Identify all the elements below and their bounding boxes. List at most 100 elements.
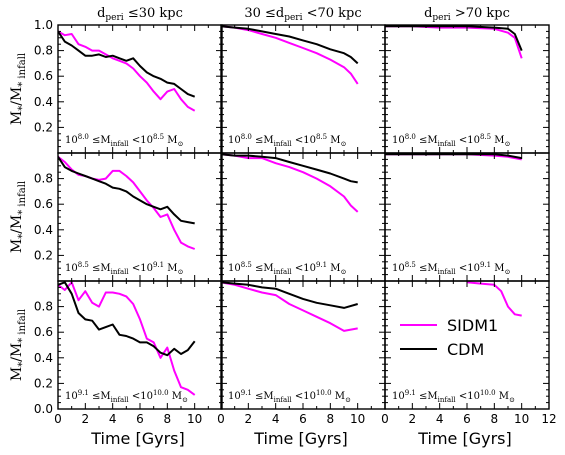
y-axis-label-row-2: M*/M* infall [9,309,28,381]
y-tick-label: 0.2 [34,248,53,262]
x-tick-label: 8 [491,412,499,426]
annotation-mid: ≤M [252,135,274,146]
legend-label-sidm1: SIDM1 [447,316,498,335]
panel-frame-r1-c2: 108.5 ≤Minfall <109.1 M⊙ [384,152,550,282]
annotation-mid-sub: infall [438,140,457,148]
x-tick-label: 4 [109,412,117,426]
column-title-2: dperi >70 kpc [424,6,510,23]
series-line-cdm-r2-c0 [58,281,196,357]
annotation-unit: M [491,135,504,146]
column-title-1: 30 ≤dperi <70 kpc [244,6,361,23]
column-title-0: dperi ≤30 kpc [97,6,183,23]
panel-frame-r0-c0: 108.0 ≤Minfall <108.5 M⊙ [57,24,223,154]
annotation-mid: ≤M [416,263,438,274]
annotation-lt: <10 [456,391,480,402]
annotation-exp-hi: 9.1 [153,261,164,269]
x-tick-label: 2 [409,412,417,426]
ylabel-sub1: * [17,362,28,367]
annotation-lt: <10 [456,263,480,274]
annotation-exp-lo: 8.0 [78,133,89,141]
series-line-sidm1-r2-c1 [221,281,358,332]
panel-r0-c0 [58,30,196,112]
panel-frame-r2-c0: 109.1 ≤Minfall <1010.0 M⊙ [57,280,223,410]
annotation-exp-hi: 10.0 [316,389,332,397]
annotation-base: 10 [65,263,78,274]
annotation-unit: M [327,135,340,146]
annotation-lt: <10 [129,391,153,402]
annotation-exp-lo: 8.5 [241,261,252,269]
column-title-sub: peri [284,13,302,23]
x-tick-label: 10 [350,412,365,426]
series-line-cdm-r0-c0 [58,30,196,98]
panel-frame-r2-c2: 109.1 ≤Minfall <1010.0 M⊙ [384,280,550,410]
annotation-exp-hi: 10.0 [153,389,169,397]
annotation-unit-sub: ⊙ [182,396,188,404]
annotation-lt: <10 [292,391,316,402]
annotation-exp-hi: 10.0 [480,389,496,397]
annotation-lt: <10 [292,263,316,274]
series-line-sidm1-r0-c1 [221,25,359,85]
annotation-unit-sub: ⊙ [345,396,351,404]
x-tick-label: 0 [381,412,389,426]
series-line-sidm1-r2-c0 [58,281,196,396]
annotation-exp-hi: 9.1 [480,261,491,269]
annotation-unit: M [491,263,504,274]
annotation-unit: M [164,135,177,146]
column-title-post: <70 kpc [302,6,361,21]
annotation-mid-sub: infall [438,396,457,404]
annotation-unit-sub: ⊙ [178,140,184,148]
annotation-mid-sub: infall [111,396,130,404]
ylabel-sub2: * infall [17,309,28,343]
annotation-lt: <10 [129,135,153,146]
annotation-mid: ≤M [416,391,438,402]
x-tick-label: 6 [299,412,307,426]
annotation-base: 10 [392,391,405,402]
annotation-exp-lo: 8.5 [78,261,89,269]
ylabel-mid: /M [9,215,25,234]
y-tick-label: 0.6 [34,325,53,339]
annotation-mid: ≤M [416,135,438,146]
legend-label-cdm: CDM [447,340,484,359]
mass-range-label: 108.0 ≤Minfall <108.5 M⊙ [228,133,347,148]
series-line-sidm1-r0-c0 [58,30,196,112]
y-tick-label: 0.8 [34,172,53,186]
series-line-sidm1-r1-c0 [58,156,196,250]
annotation-base: 10 [65,135,78,146]
panel-r2-c2 [466,281,522,317]
annotation-base: 10 [228,391,241,402]
column-title-sub: peri [105,13,123,23]
panel-r0-c2 [385,25,523,59]
mass-range-label: 108.5 ≤Minfall <109.1 M⊙ [65,261,184,276]
annotation-mid: ≤M [89,135,111,146]
mass-range-label: 109.1 ≤Minfall <1010.0 M⊙ [392,389,515,404]
panel-frame-r0-c2: 108.0 ≤Minfall <108.5 M⊙ [384,24,550,154]
ylabel-main: M [9,239,25,253]
y-tick-label: 0.6 [34,69,53,83]
annotation-lt: <10 [129,263,153,274]
ylabel-sub1: * [17,106,28,111]
annotation-unit: M [332,391,345,402]
column-title-sub: peri [432,13,450,23]
panel-r1-c0 [58,156,196,250]
series-line-cdm-r0-c1 [221,25,359,65]
x-axis-label-1: Time [Gyrs] [253,429,348,448]
mass-range-label: 108.0 ≤Minfall <108.5 M⊙ [65,133,184,148]
annotation-unit: M [496,391,509,402]
annotation-mid-sub: infall [111,140,130,148]
panel-frame-r2-c1: 109.1 ≤Minfall <1010.0 M⊙ [220,280,386,410]
panels: 108.0 ≤Minfall <108.5 M⊙ 108.0 ≤Minfall <… [57,24,550,410]
x-tick-label: 8 [327,412,335,426]
x-tick-label: 4 [436,412,444,426]
panel-r2-c1 [221,281,358,332]
annotation-unit-sub: ⊙ [178,268,184,276]
y-tick-label: 0.4 [34,223,53,237]
annotation-mid-sub: infall [438,268,457,276]
series-line-cdm-r1-c0 [58,156,195,225]
panel-r2-c0 [58,281,196,396]
annotation-mid: ≤M [252,263,274,274]
x-axis-label-2: Time [Gyrs] [417,429,512,448]
legend: SIDM1 CDM [400,316,498,359]
annotation-exp-hi: 9.1 [316,261,327,269]
annotation-mid-sub: infall [274,140,293,148]
